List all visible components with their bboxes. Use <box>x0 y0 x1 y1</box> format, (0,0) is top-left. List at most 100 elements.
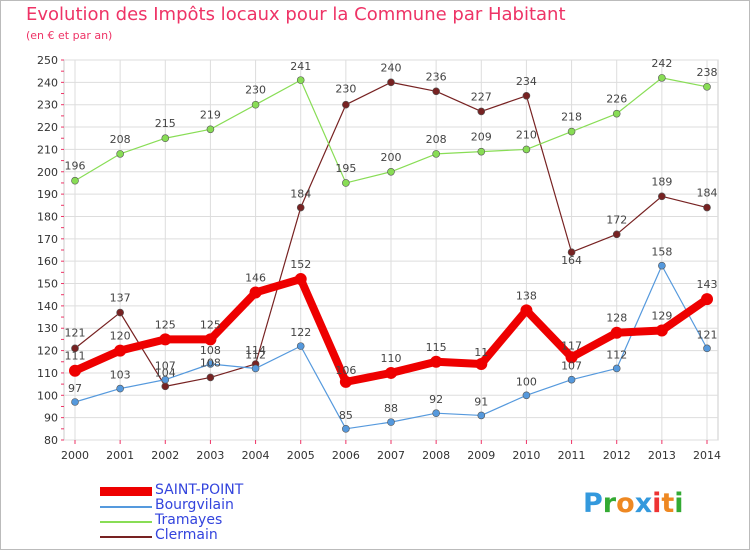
data-label: 125 <box>155 318 176 331</box>
data-point <box>612 109 621 118</box>
y-tick-label: 130 <box>37 322 58 335</box>
x-tick-label: 2001 <box>106 449 134 462</box>
data-label: 112 <box>245 348 266 361</box>
y-tick-label: 230 <box>37 99 58 112</box>
data-point <box>159 333 172 346</box>
data-point <box>658 192 666 201</box>
y-tick-label: 200 <box>37 166 58 179</box>
data-point <box>565 351 578 364</box>
data-label: 195 <box>335 162 356 175</box>
y-tick-label: 250 <box>37 54 58 67</box>
data-label: 152 <box>290 258 311 271</box>
data-point <box>658 74 666 82</box>
chart-plot: 8090100110120130140150160170180190200210… <box>37 54 721 462</box>
data-label: 122 <box>290 326 311 339</box>
x-tick-label: 2009 <box>467 449 495 462</box>
x-tick-label: 2003 <box>196 449 224 462</box>
data-label: 11 <box>474 346 488 359</box>
data-label: 108 <box>200 356 221 369</box>
logo-letter: i <box>674 488 684 519</box>
data-label: 108 <box>200 344 221 357</box>
data-label: 103 <box>110 369 131 382</box>
legend-label: Bourgvilain <box>155 497 234 513</box>
data-point <box>251 364 260 373</box>
data-point <box>432 150 440 158</box>
data-label: 209 <box>471 131 492 144</box>
data-point <box>339 375 352 388</box>
data-label: 117 <box>561 339 582 352</box>
data-point <box>342 179 350 187</box>
x-tick-label: 2006 <box>332 449 360 462</box>
x-tick-label: 2007 <box>377 449 405 462</box>
data-label: 226 <box>606 93 627 106</box>
data-point <box>658 261 666 270</box>
data-label: 158 <box>651 246 672 259</box>
legend-label: Tramayes <box>155 512 223 528</box>
data-label: 111 <box>65 350 86 363</box>
data-point <box>206 373 215 382</box>
data-label: 100 <box>516 375 537 388</box>
y-tick-label: 140 <box>37 300 58 313</box>
data-point <box>655 324 668 337</box>
data-label: 115 <box>426 341 447 354</box>
data-point <box>116 308 124 317</box>
y-tick-label: 160 <box>37 255 58 268</box>
data-point <box>71 344 79 353</box>
data-point <box>71 176 79 185</box>
x-tick-label: 2013 <box>648 449 676 462</box>
data-point <box>294 273 307 286</box>
data-point <box>610 326 623 339</box>
x-tick-label: 2011 <box>558 449 586 462</box>
data-point <box>385 366 397 379</box>
logo-letter: P <box>583 488 603 519</box>
data-label: 88 <box>384 402 398 415</box>
data-point <box>612 230 621 239</box>
data-label: 110 <box>381 352 402 365</box>
x-tick-label: 2008 <box>422 449 450 462</box>
data-label: 184 <box>697 187 718 200</box>
data-label: 129 <box>651 309 672 322</box>
data-point <box>432 409 440 417</box>
data-point <box>387 418 395 426</box>
data-label: 218 <box>561 111 582 124</box>
x-tick-label: 2002 <box>151 449 179 462</box>
x-tick-label: 2010 <box>512 449 540 462</box>
x-tick-label: 2012 <box>603 449 631 462</box>
legend-swatch <box>100 506 152 508</box>
data-label: 107 <box>561 360 582 373</box>
data-point <box>522 91 531 100</box>
y-tick-label: 180 <box>37 210 58 223</box>
data-point <box>612 364 621 373</box>
data-label: 208 <box>110 133 131 146</box>
x-tick-label: 2000 <box>61 449 89 462</box>
proxiti-logo: Proxiti <box>583 488 684 519</box>
data-point <box>296 76 305 84</box>
chart-subtitle: (en € et par an) <box>26 29 113 42</box>
data-point <box>161 134 170 143</box>
x-tick-label: 2005 <box>287 449 315 462</box>
data-label: 121 <box>697 328 718 341</box>
data-label: 138 <box>516 289 537 302</box>
data-point <box>249 286 262 299</box>
legend-swatch <box>100 487 152 496</box>
chart-title: Evolution des Impôts locaux pour la Comm… <box>26 4 566 25</box>
logo-letter: i <box>652 488 662 519</box>
data-point <box>430 355 443 368</box>
data-point <box>296 203 305 212</box>
data-point <box>703 203 711 212</box>
y-tick-label: 190 <box>37 188 58 201</box>
data-point <box>251 100 260 109</box>
data-label: 107 <box>155 360 176 373</box>
data-point <box>567 127 576 136</box>
data-point <box>296 342 305 350</box>
data-point <box>342 100 350 109</box>
data-label: 85 <box>339 409 353 422</box>
data-label: 92 <box>429 393 443 406</box>
data-point <box>522 145 531 154</box>
data-point <box>477 107 486 116</box>
y-tick-label: 120 <box>37 345 58 358</box>
data-point <box>206 360 215 368</box>
logo-letter: t <box>661 488 675 519</box>
data-label: 210 <box>516 128 537 141</box>
data-point <box>116 150 124 158</box>
